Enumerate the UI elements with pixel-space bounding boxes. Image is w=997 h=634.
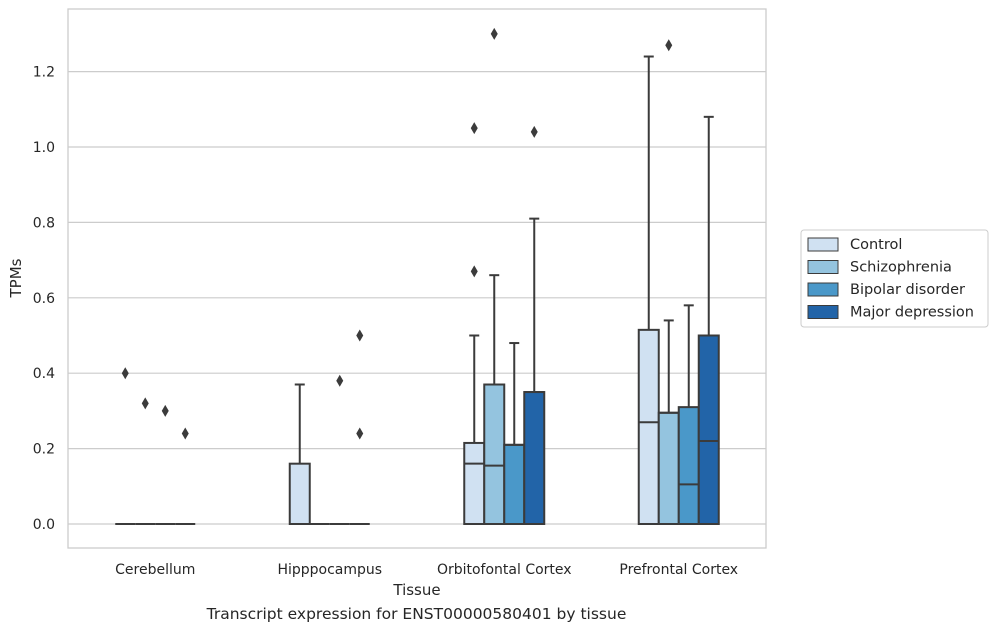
legend-label: Major depression (850, 305, 974, 321)
x-tick-label: Orbitofontal Cortex (437, 562, 572, 578)
x-tick-labels: Cerebellum Hipppocampus Orbitofontal Corte… (115, 562, 738, 578)
box-body (523, 391, 546, 525)
box-body (637, 328, 660, 525)
box-3-2 (677, 304, 700, 526)
box-3-1 (657, 39, 680, 525)
outlier-point (490, 27, 498, 40)
legend: Control Schizophrenia Bipolar disorder Majo… (800, 229, 989, 328)
box-series-group (115, 27, 720, 526)
outlier-point (356, 427, 364, 440)
outlier-point (530, 125, 538, 138)
outlier-point (181, 427, 189, 440)
box-2-3 (523, 125, 546, 525)
y-tick-label: 0.0 (33, 517, 55, 533)
figure-caption: Transcript expression for ENST0000058040… (206, 605, 627, 623)
box-0-2 (155, 404, 176, 525)
x-axis-title: Tissue (392, 581, 440, 599)
legend-label: Control (850, 237, 902, 253)
legend-swatch (807, 237, 839, 252)
x-tick-label: Prefrontal Cortex (619, 562, 738, 578)
box-body (677, 406, 700, 526)
box-1-0 (288, 383, 311, 525)
outlier-point (336, 374, 344, 387)
legend-swatch (807, 305, 839, 319)
box-body (657, 411, 680, 525)
box-body (697, 334, 720, 525)
legend-frame (800, 229, 989, 328)
box-3-3 (697, 115, 720, 525)
y-tick-label: 0.6 (33, 291, 55, 307)
y-tick-label: 1.2 (33, 65, 55, 81)
y-axis-title: TPMs (7, 258, 25, 298)
box-1-2 (329, 374, 350, 525)
outlier-point (356, 329, 364, 342)
y-tick-label: 1.0 (33, 140, 55, 156)
legend-label: Schizophrenia (850, 260, 952, 276)
x-tick-label: Hipppocampus (277, 562, 382, 578)
y-tick-labels: 0.0 0.2 0.4 0.6 0.8 1.0 1.2 (33, 65, 55, 533)
box-2-1 (483, 27, 506, 526)
legend-swatch (807, 282, 839, 297)
box-body (288, 462, 311, 525)
y-tick-label: 0.8 (33, 215, 55, 231)
y-tick-label: 0.2 (33, 442, 55, 458)
box-body (483, 383, 506, 526)
box-0-1 (135, 397, 156, 525)
outlier-point (665, 39, 673, 52)
outlier-point (121, 367, 129, 380)
box-0-0 (115, 367, 136, 525)
outlier-point (470, 122, 478, 135)
box-0-3 (175, 427, 196, 525)
x-tick-label: Cerebellum (115, 562, 195, 578)
outlier-point (141, 397, 149, 410)
box-1-3 (349, 329, 370, 525)
box-body (463, 441, 486, 526)
outlier-point (470, 265, 478, 278)
outlier-point (161, 404, 169, 417)
legend-label: Bipolar disorder (850, 282, 965, 298)
plot-area-frame (67, 8, 767, 549)
y-tick-label: 0.4 (33, 366, 55, 382)
legend-swatch (807, 260, 839, 274)
box-body (503, 443, 526, 525)
